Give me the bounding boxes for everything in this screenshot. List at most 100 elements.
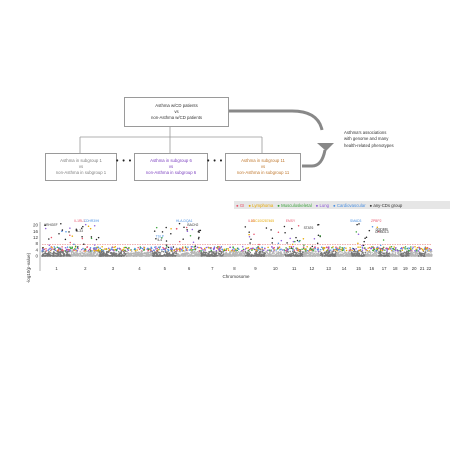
snp-point bbox=[313, 238, 316, 240]
snp-point bbox=[420, 247, 423, 250]
snp-point bbox=[337, 251, 340, 254]
snp-point bbox=[349, 246, 351, 249]
snp-point bbox=[421, 253, 424, 255]
snp-point bbox=[379, 244, 382, 247]
snp-point bbox=[305, 250, 307, 252]
snp-point bbox=[361, 255, 363, 257]
snp-point bbox=[296, 249, 298, 252]
snp-point bbox=[248, 250, 250, 253]
snp-point bbox=[184, 246, 187, 248]
snp-point bbox=[192, 252, 194, 254]
snp-point bbox=[387, 247, 389, 250]
snp-point bbox=[113, 246, 115, 249]
snp-point bbox=[306, 245, 308, 248]
snp-point bbox=[257, 255, 259, 257]
snp-point bbox=[215, 251, 218, 253]
snp-point bbox=[409, 253, 411, 255]
chromosome-tick-17: 17 bbox=[382, 266, 387, 271]
snp-point bbox=[426, 249, 428, 251]
snp-point bbox=[232, 246, 234, 249]
gene-label: EMSY bbox=[286, 219, 296, 223]
snp-point bbox=[156, 247, 158, 250]
snp-point bbox=[397, 255, 400, 257]
snp-point bbox=[230, 250, 233, 252]
snp-point bbox=[259, 248, 261, 250]
snp-point bbox=[239, 253, 242, 256]
snp-point bbox=[291, 227, 293, 230]
gene-label: CDHR3/HI bbox=[84, 219, 100, 223]
snp-point bbox=[299, 249, 301, 251]
snp-point bbox=[127, 251, 129, 254]
snp-point bbox=[157, 249, 160, 251]
snp-point bbox=[371, 255, 373, 257]
snp-point bbox=[162, 248, 165, 251]
snp-point bbox=[118, 247, 121, 250]
snp-point bbox=[344, 255, 347, 257]
snp-point bbox=[183, 255, 186, 257]
snp-point bbox=[280, 239, 283, 242]
snp-point bbox=[52, 254, 54, 257]
snp-point bbox=[422, 249, 424, 252]
snp-point bbox=[96, 251, 99, 253]
snp-point bbox=[205, 246, 208, 249]
subgroup-11-box: Asthma in subgroup 11 vs non-Asthma in s… bbox=[225, 153, 301, 181]
snp-point bbox=[48, 254, 50, 257]
snp-point bbox=[113, 255, 116, 257]
snp-point bbox=[166, 253, 168, 256]
snp-point bbox=[190, 246, 193, 248]
snp-point bbox=[167, 252, 170, 255]
snp-point bbox=[113, 251, 115, 254]
snp-point bbox=[124, 253, 127, 255]
snp-point bbox=[180, 255, 182, 257]
snp-point bbox=[388, 252, 391, 254]
chromosome-10-points bbox=[265, 225, 286, 257]
snp-point bbox=[311, 248, 313, 250]
snp-point bbox=[175, 251, 178, 253]
snp-point bbox=[241, 249, 243, 252]
snp-point bbox=[96, 249, 98, 251]
snp-point bbox=[76, 254, 79, 257]
snp-point bbox=[249, 255, 251, 257]
snp-point bbox=[223, 248, 226, 250]
snp-point bbox=[343, 250, 346, 252]
chromosome-7-points bbox=[200, 245, 225, 257]
snp-point bbox=[130, 250, 133, 252]
snp-point bbox=[339, 248, 341, 251]
snp-point bbox=[81, 237, 84, 240]
snp-point bbox=[346, 253, 349, 255]
snp-point bbox=[277, 231, 280, 234]
arrow-head-icon bbox=[317, 143, 334, 151]
snp-point bbox=[95, 248, 97, 250]
snp-point bbox=[246, 247, 248, 249]
snp-point bbox=[42, 249, 45, 251]
snp-point bbox=[143, 249, 146, 251]
gene-label: ORMDL3 bbox=[375, 230, 389, 234]
snp-point bbox=[399, 252, 401, 254]
snp-point bbox=[359, 249, 361, 252]
snp-point bbox=[98, 254, 101, 256]
snp-point bbox=[338, 250, 341, 252]
legend-lung-label: Lung bbox=[319, 202, 330, 208]
snp-point bbox=[141, 252, 143, 255]
snp-point bbox=[136, 254, 139, 257]
snp-point bbox=[281, 249, 284, 251]
snp-point bbox=[228, 253, 230, 256]
snp-point bbox=[306, 251, 308, 254]
snp-point bbox=[304, 255, 306, 257]
snp-point bbox=[325, 255, 328, 257]
snp-point bbox=[393, 255, 396, 257]
snp-point bbox=[41, 253, 44, 256]
snp-point bbox=[289, 247, 291, 250]
snp-point bbox=[106, 251, 109, 253]
snp-point bbox=[335, 248, 338, 250]
snp-point bbox=[71, 247, 73, 250]
snp-point bbox=[356, 251, 358, 253]
snp-point bbox=[283, 254, 286, 256]
snp-point bbox=[162, 251, 165, 253]
snp-point bbox=[345, 249, 348, 252]
snp-point bbox=[257, 249, 259, 251]
snp-point bbox=[248, 253, 250, 255]
snp-point bbox=[365, 248, 367, 251]
snp-point bbox=[238, 254, 240, 257]
